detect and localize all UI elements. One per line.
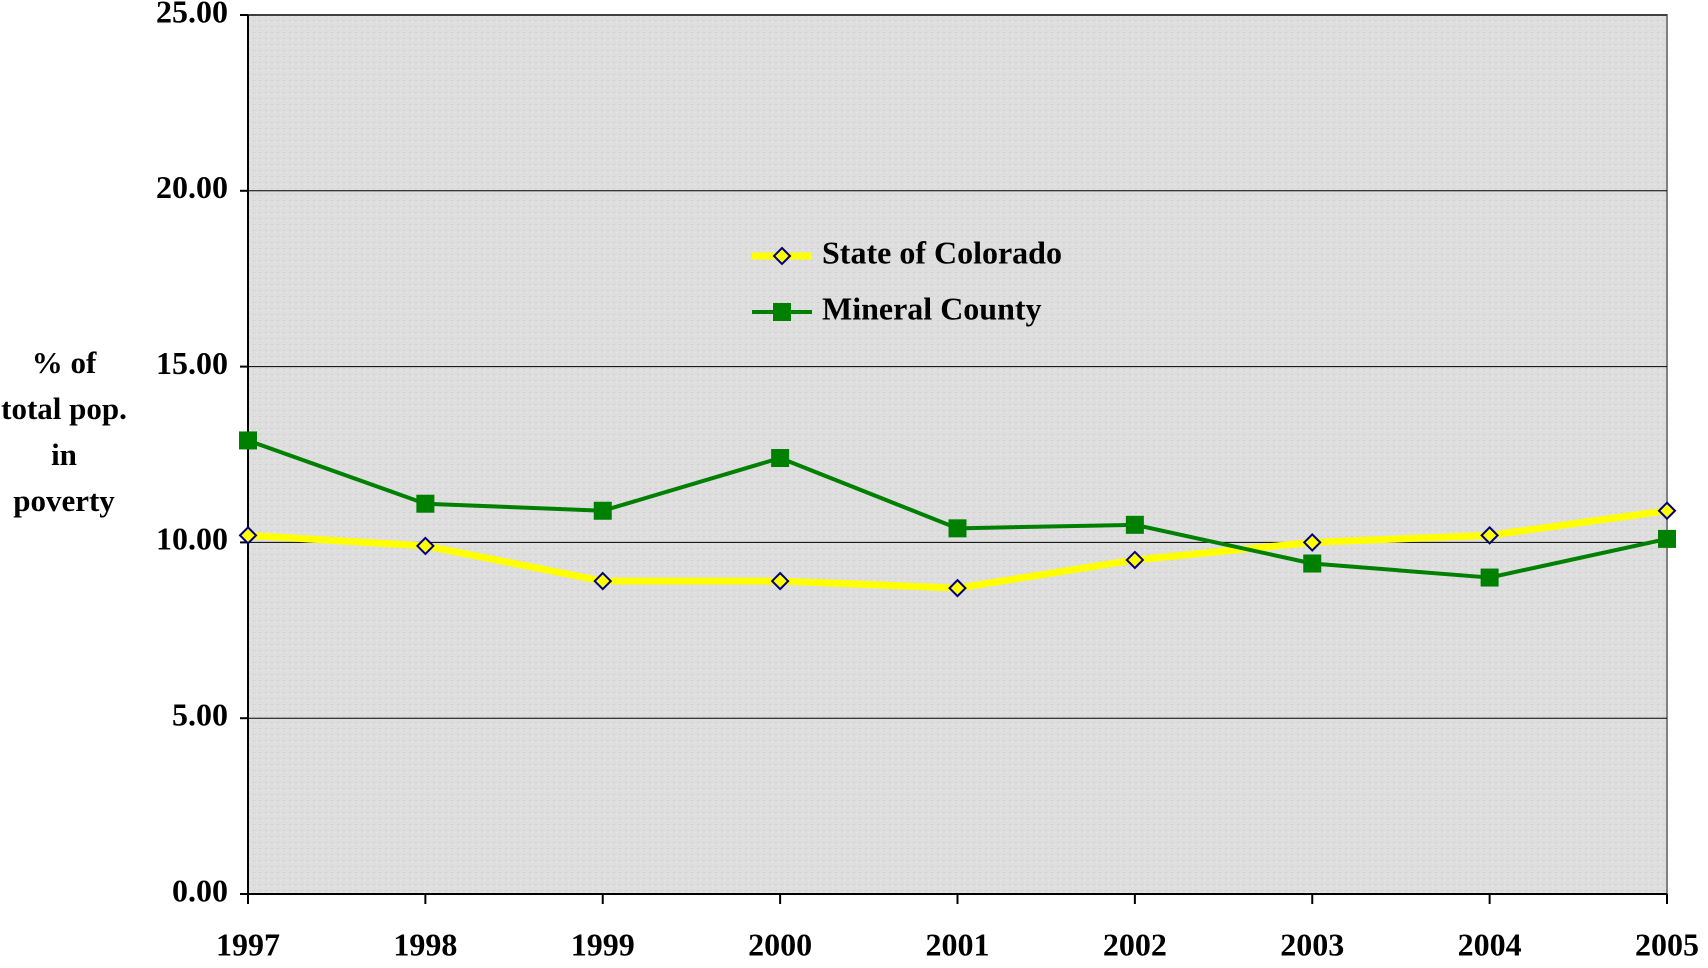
data-point <box>770 571 790 591</box>
y-tick-label: 5.00 <box>172 697 228 733</box>
y-tick-label: 20.00 <box>156 169 228 205</box>
data-point <box>948 578 967 598</box>
data-point <box>1658 529 1676 548</box>
x-tick-label: 1999 <box>571 926 635 962</box>
data-point <box>1657 501 1677 521</box>
y-tick-label: 15.00 <box>156 345 228 381</box>
x-tick-label: 2002 <box>1103 926 1167 962</box>
x-tick-label: 2000 <box>748 926 812 962</box>
x-tick-label: 2004 <box>1458 926 1522 962</box>
data-point <box>771 449 790 468</box>
data-point <box>1480 568 1499 587</box>
data-point <box>1303 554 1322 573</box>
data-point <box>1302 532 1322 552</box>
plot-area <box>247 14 1668 895</box>
data-point <box>948 519 967 538</box>
x-tick-label: 2001 <box>926 926 990 962</box>
data-point <box>238 525 258 545</box>
y-tick-label: 0.00 <box>172 872 228 908</box>
y-axis-label: % of total pop. in poverty <box>1 345 127 518</box>
legend-marker <box>773 303 791 321</box>
x-tick-label: 1998 <box>393 926 457 962</box>
data-point <box>1480 525 1500 545</box>
x-tick-label: 2005 <box>1635 926 1699 962</box>
data-point <box>1125 550 1145 570</box>
x-tick-label: 2003 <box>1280 926 1344 962</box>
legend-marker <box>772 246 792 266</box>
data-point <box>593 571 613 591</box>
data-point <box>1125 515 1144 534</box>
data-point <box>416 494 435 513</box>
data-point <box>593 501 612 520</box>
y-tick-label: 10.00 <box>156 521 228 557</box>
legend-label: Mineral County <box>822 290 1042 326</box>
data-point <box>415 536 435 556</box>
x-tick-label: 1997 <box>216 926 280 962</box>
y-tick-label: 25.00 <box>156 0 228 29</box>
data-point <box>239 431 257 450</box>
legend-label: State of Colorado <box>822 234 1062 270</box>
